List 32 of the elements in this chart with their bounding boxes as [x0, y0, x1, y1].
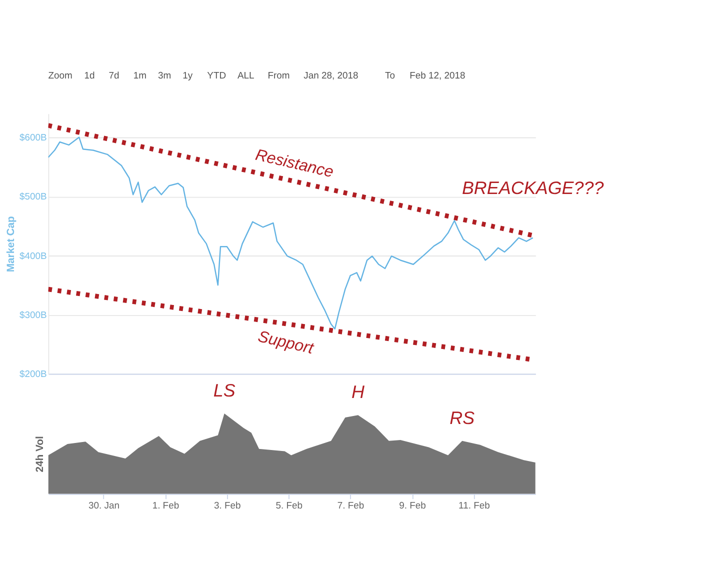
text: Feb 12, 2018	[410, 70, 466, 82]
y-tick-label: $200B	[20, 369, 47, 380]
y-tick-label: $600B	[20, 132, 47, 144]
text: Resistance	[254, 146, 336, 182]
annotation: RS	[450, 408, 475, 428]
text: ALL	[237, 70, 254, 82]
text: 7d	[108, 70, 120, 82]
y-axis-title: 24h Vol	[35, 436, 46, 472]
text: From	[268, 70, 290, 82]
text: YTD	[207, 70, 226, 82]
text: 1d	[84, 70, 95, 82]
x-tick-label: 7. Feb	[337, 500, 364, 512]
annotation: BREACKAGE???	[462, 178, 604, 198]
text: Zoom	[48, 70, 73, 82]
y-tick-label: $500B	[20, 192, 47, 203]
x-tick-label: 5. Feb	[276, 500, 302, 512]
text: Support	[256, 327, 317, 358]
annotation: LS	[213, 380, 236, 400]
text: Jan 28, 2018	[304, 70, 358, 82]
x-tick-label: 1. Feb	[152, 500, 180, 512]
text: 1y	[182, 70, 193, 82]
text: 1m	[133, 70, 147, 82]
text: To	[385, 70, 395, 82]
annotation: H	[352, 382, 365, 402]
x-tick-label: 3. Feb	[214, 500, 241, 512]
x-tick-label: 11. Feb	[458, 500, 490, 512]
x-tick-label: 30. Jan	[88, 500, 120, 512]
y-tick-label: $400B	[20, 250, 47, 262]
text: 3m	[158, 70, 172, 82]
x-tick-label: 9. Feb	[399, 500, 426, 512]
y-axis-title: Market Cap	[6, 216, 17, 272]
y-tick-label: $300B	[20, 310, 47, 321]
